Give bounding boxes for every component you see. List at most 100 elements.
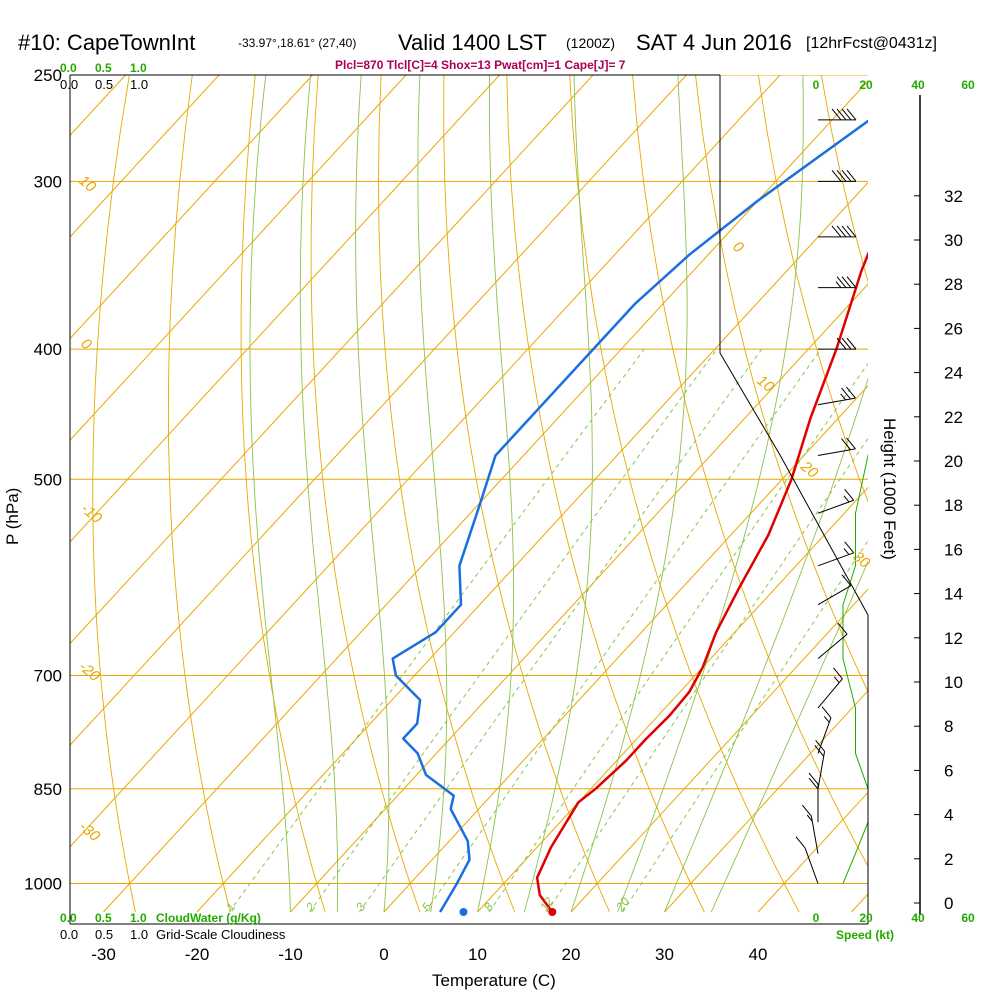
temperature-label: 10 [468, 945, 487, 964]
dry-adiabat-line [378, 75, 516, 913]
moist-adiabat-line [570, 75, 688, 913]
dewpoint-line [391, 119, 868, 913]
valid-date: SAT 4 Jun 2016 [636, 30, 792, 55]
barb-feather [836, 170, 847, 182]
barb-staff [817, 633, 848, 659]
pressure-label: 400 [34, 340, 62, 359]
isotherm-line [70, 75, 781, 848]
moist-adiabat-line [664, 377, 868, 913]
barb-feather [841, 438, 851, 451]
speed-tick-bottom: 0 [813, 911, 820, 925]
barb-half-feather [835, 281, 842, 288]
mixing-ratio-line [546, 437, 868, 913]
barb-staff [817, 397, 856, 406]
background-grid [70, 75, 868, 913]
wind-barb [817, 622, 848, 659]
height-label: 16 [944, 540, 963, 559]
height-label: 4 [944, 806, 953, 825]
isotherm-line [851, 893, 868, 913]
barb-feather [841, 276, 852, 288]
height-label: 0 [944, 894, 953, 913]
pressure-label: 300 [34, 172, 62, 191]
height-label: 28 [944, 275, 963, 294]
barb-staff [817, 751, 826, 789]
temperature-label: 40 [749, 945, 768, 964]
isotherm-label: 20 [797, 457, 822, 482]
barb-half-feather [840, 393, 846, 401]
barb-feather [836, 337, 847, 350]
forecast-tag: [12hrFcst@0431z] [806, 35, 937, 52]
speed-axis-label: Speed (kt) [836, 928, 894, 942]
barb-staff [817, 717, 832, 754]
wind-panel-boundary [719, 75, 869, 924]
barb-half-feather [843, 495, 850, 503]
barb-feather [846, 225, 857, 238]
barb-feather [814, 744, 825, 757]
pressure-label: 500 [34, 470, 62, 489]
pressure-label: 700 [34, 667, 62, 686]
isotherm-line [70, 75, 500, 543]
speed-tick-top: 40 [911, 78, 925, 92]
sounding-lines [391, 119, 868, 913]
moist-adiabat-line [710, 560, 868, 913]
wind-barb [814, 740, 826, 789]
utc-time: (1200Z) [566, 35, 615, 51]
isotherm-label: -30 [75, 818, 103, 845]
barb-feather [841, 387, 851, 400]
cloudwater-bottom-0: 0.0 [60, 911, 77, 925]
wind-barb [795, 836, 819, 884]
temperature-line [535, 251, 868, 913]
isotherm-label: -10 [77, 500, 105, 527]
wind-barbs [795, 108, 857, 884]
barb-feather [831, 225, 842, 238]
isotherm-line [664, 690, 868, 913]
isotherm-line [196, 181, 868, 913]
barb-feather [836, 276, 847, 288]
temperature-label: -20 [185, 945, 210, 964]
mixing-ratio-line [228, 348, 645, 913]
height-label: 2 [944, 850, 953, 869]
isotherm-line [570, 588, 868, 913]
dry-adiabat-line [506, 75, 705, 913]
wind-barb [817, 541, 855, 567]
cloudiness-legend: Grid-Scale Cloudiness [156, 927, 286, 942]
barb-staff [804, 847, 819, 884]
pressure-label: 850 [34, 780, 62, 799]
x-axis-label: Temperature (C) [432, 971, 556, 990]
cloudwater-bottom-2: 1.0 [130, 911, 147, 925]
moist-adiabat-line [417, 75, 448, 913]
wind-barb [817, 667, 843, 709]
isotherm-line [70, 75, 220, 238]
barb-feather [846, 386, 856, 399]
barb-feather [836, 225, 847, 238]
cloudwater-bottom-1: 0.5 [95, 911, 112, 925]
speed-tick-bottom: 40 [911, 911, 925, 925]
temperature-tick-labels: -30 -20 -10 0 10 20 30 40 [91, 945, 767, 964]
dry-adiabat-line [310, 75, 421, 913]
barb-staff [810, 816, 819, 854]
speed-tick-bottom: 20 [859, 911, 873, 925]
temperature-label: 30 [655, 945, 674, 964]
barb-staff [817, 678, 843, 709]
stability-indices: Plcl=870 Tlcl[C]=4 Shox=13 Pwat[cm]=1 Ca… [335, 58, 626, 72]
valid-time: Valid 1400 LST [398, 30, 547, 55]
dry-adiabat-line [632, 75, 868, 867]
barb-staff [817, 448, 856, 456]
temperature-label: 20 [562, 945, 581, 964]
wind-barb [818, 108, 857, 121]
wind-barb [818, 170, 857, 182]
moist-adiabat-line [249, 75, 291, 913]
barb-feather [821, 706, 832, 719]
moist-adiabat-line [355, 75, 390, 913]
station-coords: -33.97°,18.61° (27,40) [238, 36, 356, 50]
mixing-ratio-label: 3 [353, 900, 368, 914]
height-label: 6 [944, 761, 953, 780]
height-label: 20 [944, 452, 963, 471]
isotherm-label: 10 [75, 172, 99, 196]
dry-adiabat-line [167, 75, 231, 913]
pressure-tick-labels: 250 300 400 500 700 850 1000 [24, 66, 62, 894]
barb-feather [808, 777, 819, 790]
height-label: 26 [944, 319, 963, 338]
cloudwater-scale-1: 0.5 [95, 61, 112, 75]
